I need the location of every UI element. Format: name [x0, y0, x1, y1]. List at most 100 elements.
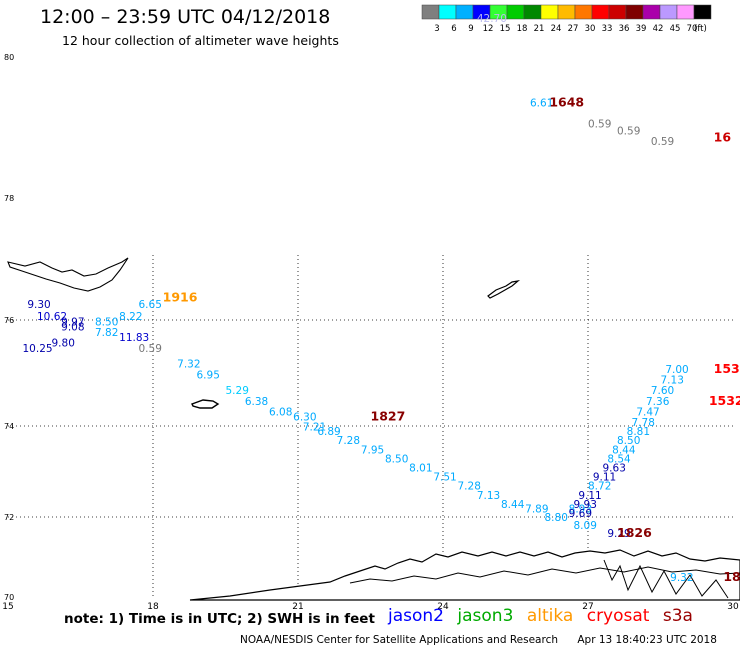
lon-tick-label: 30 — [727, 602, 739, 612]
pass-time: 1648 — [549, 94, 584, 109]
lat-tick-label: 70 — [4, 593, 14, 602]
lon-tick-label: 24 — [437, 602, 449, 612]
swh-value: 8.44 — [501, 499, 525, 511]
swh-value: 7.32 — [177, 359, 200, 371]
swh-value: 9.11 — [593, 472, 616, 484]
swh-value: 8.50 — [95, 316, 118, 328]
map-title: 12:00 – 23:59 UTC 04/12/2018 — [40, 6, 331, 28]
swh-value: 7.21 — [303, 422, 326, 434]
bear-island — [191, 399, 220, 409]
legend-swatch — [642, 4, 661, 20]
legend-swatch — [557, 4, 576, 20]
swh-value: 6.08 — [269, 406, 292, 418]
swh-value: 7.60 — [651, 385, 674, 397]
footer-credit: NOAA/NESDIS Center for Satellite Applica… — [240, 634, 558, 646]
swh-value: 8.80 — [545, 512, 568, 524]
swh-value: 8.72 — [588, 481, 611, 493]
swh-value: 6.30 — [293, 412, 316, 424]
legend-label: 36 — [619, 24, 630, 34]
satellite-cryosat: cryosat — [586, 606, 650, 626]
lon-tick-label: 27 — [582, 602, 593, 612]
legend-swatch — [506, 4, 525, 20]
footer-timestamp: Apr 13 18:40:23 UTC 2018 — [577, 634, 717, 646]
swh-value: 7.13 — [477, 490, 500, 502]
swh-value: 0.59 — [651, 136, 674, 148]
pass-time: 16 — [714, 130, 732, 145]
legend-label: 9 — [468, 24, 473, 34]
legend-label: 33 — [602, 24, 613, 34]
swh-value: 42.70 — [477, 13, 507, 25]
norway-coast — [189, 549, 740, 601]
legend-swatch — [523, 4, 542, 20]
map-subtitle: 12 hour collection of altimeter wave hei… — [62, 33, 339, 48]
swh-value: 8.44 — [612, 444, 636, 456]
swh-value: 8.22 — [119, 311, 142, 323]
norway-fjords — [603, 559, 729, 599]
legend-swatch — [693, 4, 712, 20]
legend-label: 24 — [551, 24, 562, 34]
swh-value: 11.83 — [119, 332, 149, 344]
swh-value: 0.59 — [588, 119, 611, 131]
legend-label: 15 — [500, 24, 511, 34]
swh-value: 5.29 — [226, 385, 249, 397]
lat-lon-grid: 15 18 21 24 27 30 80 78 76 74 72 70 — [2, 53, 739, 612]
pass-time-labels: 1648 16 1916 1827 153 1532 1826 182 — [163, 94, 740, 584]
swh-value: 7.28 — [458, 481, 481, 493]
legend-label: 3 — [434, 24, 439, 34]
pass-time: 1916 — [163, 290, 198, 305]
swh-value: 9.69 — [569, 508, 592, 520]
swh-value: 9.97 — [61, 316, 84, 328]
swh-value: 7.00 — [665, 364, 688, 376]
legend-swatch — [421, 4, 440, 20]
swh-value: 7.51 — [433, 472, 456, 484]
kong-karls-land — [487, 280, 521, 299]
satellite-jason3: jason3 — [457, 606, 514, 626]
legend-label: 30 — [585, 24, 596, 34]
land-coastlines — [7, 257, 740, 601]
pass-time: 182 — [723, 569, 740, 584]
swh-value: 8.54 — [607, 453, 631, 465]
swh-value: 9.32 — [670, 572, 693, 584]
swh-value: 7.82 — [95, 327, 118, 339]
units-note: note: 1) Time is in UTC; 2) SWH is in fe… — [64, 611, 375, 627]
swh-value: 7.28 — [337, 435, 360, 447]
legend-label: 18 — [517, 24, 528, 34]
lat-tick-label: 76 — [4, 316, 14, 325]
legend-swatch — [455, 4, 474, 20]
swh-value: 9.80 — [52, 338, 75, 350]
legend-swatch — [591, 4, 610, 20]
pass-time: 153 — [714, 361, 740, 376]
satellite-s3a: s3a — [662, 606, 693, 626]
swh-value: 7.13 — [661, 375, 684, 387]
pass-time: 1826 — [617, 525, 652, 540]
swh-value: 6.61 — [530, 97, 553, 109]
swh-value: 7.95 — [361, 444, 384, 456]
swh-value: 7.36 — [646, 396, 670, 408]
swh-value: 8.93 — [569, 503, 592, 515]
swh-value: 8.01 — [409, 463, 432, 475]
legend-label: 39 — [636, 24, 647, 34]
satellite-altika: altika — [526, 606, 574, 626]
lat-tick-label: 74 — [4, 422, 14, 431]
legend-swatch — [608, 4, 627, 20]
legend-swatch — [540, 4, 559, 20]
swh-value: 0.59 — [139, 343, 162, 355]
satellite-legend: jason2 jason3 altika cryosat s3a — [388, 606, 701, 626]
lat-tick-label: 78 — [4, 194, 14, 203]
legend-label: 21 — [534, 24, 545, 34]
footer: NOAA/NESDIS Center for Satellite Applica… — [240, 634, 717, 646]
swh-value: 6.65 — [139, 299, 162, 311]
lat-tick-label: 80 — [4, 53, 14, 62]
swh-value: 7.78 — [632, 417, 655, 429]
pass-time: 1827 — [371, 409, 406, 424]
legend-label: 45 — [670, 24, 681, 34]
swh-value: 8.09 — [574, 520, 597, 532]
swh-value: 6.89 — [317, 426, 340, 438]
lon-tick-label: 15 — [2, 602, 13, 612]
swh-value: 9.30 — [27, 299, 50, 311]
norway-inner-coast — [349, 566, 740, 584]
swh-value: 6.95 — [197, 369, 220, 381]
legend-label: 42 — [653, 24, 664, 34]
